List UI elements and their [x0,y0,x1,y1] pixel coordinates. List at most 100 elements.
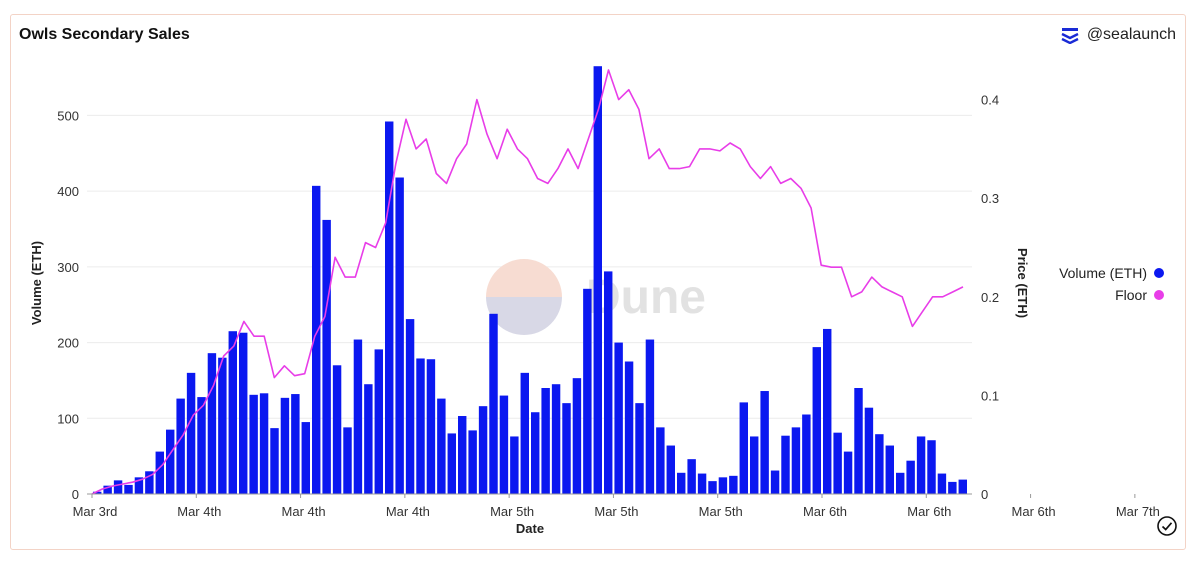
volume-bar [426,359,436,494]
volume-bar [760,391,769,494]
volume-bar [145,471,154,494]
volume-bar [802,414,811,494]
volume-bar [885,445,894,494]
volume-bar [645,339,655,494]
volume-bar [718,477,728,494]
chart-title: Owls Secondary Sales [19,26,190,43]
volume-bar [666,445,675,494]
brand-badge[interactable]: @sealaunch [1061,26,1176,44]
volume-bar [781,435,790,494]
volume-bar [405,319,415,494]
volume-bar [906,460,915,494]
x-tick-label: Mar 5th [699,504,743,519]
volume-bar [239,332,248,494]
x-tick-label: Mar 4th [386,504,430,519]
volume-bar [249,394,258,494]
volume-bar [875,434,884,494]
volume-bar [812,347,821,494]
volume-bar [124,484,133,494]
volume-bar [395,177,404,494]
volume-bar [207,353,217,494]
y-tick-label: 0 [72,487,79,502]
volume-bar [228,331,237,494]
y2-tick-label: 0.3 [981,191,999,206]
volume-bar [823,328,832,494]
y-axis-label: Volume (ETH) [29,241,44,325]
volume-bar [416,358,425,494]
volume-bar [447,433,456,494]
y2-tick-label: 0.4 [981,93,999,108]
floor-line [91,69,964,495]
check-circle-icon[interactable] [1156,515,1178,542]
volume-bar [854,388,863,494]
volume-bar [614,342,623,494]
volume-bar [770,470,780,494]
volume-bar [708,481,717,494]
volume-bar [259,393,269,494]
legend-label-volume: Volume (ETH) [1059,265,1147,281]
volume-bar [843,451,853,494]
volume-bar [624,361,634,494]
volume-bar [489,313,498,494]
volume-bar [301,422,310,494]
volume-bar [551,384,561,494]
y-tick-label: 100 [57,411,79,426]
legend-dot-volume [1154,268,1164,278]
volume-bar [134,477,144,494]
volume-bar [593,66,602,495]
volume-bar [280,397,290,494]
y-tick-label: 300 [57,260,79,275]
volume-bar [604,271,613,494]
volume-bar [374,349,383,494]
volume-bar [291,394,300,494]
volume-bar [750,436,759,494]
x-tick-label: Mar 7th [1116,504,1160,519]
volume-bar [916,436,926,494]
volume-bar [739,402,748,494]
volume-bar [197,397,206,494]
volume-bar [385,121,394,495]
axes: 0 100 200 300 400 500 0 0.1 0.2 0.3 0.4 Mar 3rd Mar … [57,93,1160,519]
volume-bar [677,472,686,494]
y-tick-label: 500 [57,108,79,123]
volume-bar [468,430,477,494]
volume-bar [687,459,696,494]
brand-handle[interactable]: @sealaunch [1086,26,1176,43]
x-tick-label: Mar 5th [594,504,638,519]
volume-bar [103,485,112,494]
volume-bar [635,403,644,494]
volume-bar [958,479,967,494]
y2-tick-label: 0.1 [981,388,999,403]
volume-bar [353,339,363,494]
legend-item-floor[interactable]: Floor [1056,284,1164,306]
volume-bar [948,481,957,494]
volume-bar [186,372,196,494]
volume-bar [510,436,519,494]
legend-dot-floor [1154,290,1164,300]
volume-bar [166,429,175,494]
floor-series-line [91,69,964,495]
volume-bars [93,66,967,495]
volume-bar [656,427,665,494]
volume-bar [499,395,509,494]
x-axis-label: Date [516,521,544,536]
volume-bar [583,288,592,494]
volume-bar [113,480,123,494]
legend-item-volume[interactable]: Volume (ETH) [1056,262,1164,284]
volume-bar [176,398,185,494]
x-tick-label: Mar 6th [907,504,951,519]
legend-label-floor: Floor [1115,287,1147,303]
volume-bar [927,440,936,494]
volume-bar [562,403,571,494]
volume-bar [937,473,947,494]
sealaunch-logo-icon [1061,26,1079,44]
volume-bar [343,427,352,494]
x-tick-label: Mar 4th [282,504,326,519]
volume-bar [332,365,342,494]
x-tick-label: Mar 3rd [73,504,118,519]
volume-bar [93,491,102,494]
x-tick-label: Mar 6th [1012,504,1056,519]
y2-tick-label: 0 [981,487,988,502]
y-tick-label: 400 [57,184,79,199]
chart-legend: Volume (ETH) Floor [1056,262,1164,306]
